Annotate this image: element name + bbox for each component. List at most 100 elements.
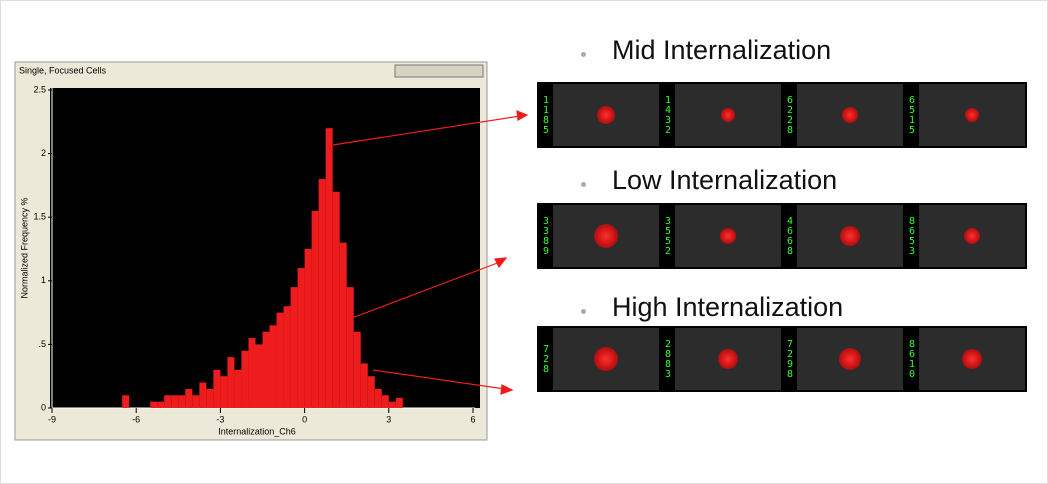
cell-image: 8653 [905, 205, 1025, 267]
cell-blob [718, 349, 738, 369]
y-tick-label: 1 [41, 275, 46, 285]
bar [318, 179, 326, 408]
cell-id: 8653 [905, 205, 919, 267]
bar [248, 338, 256, 408]
bar [367, 376, 375, 408]
bar [276, 312, 284, 408]
y-tick-label: 2.5 [33, 84, 46, 94]
arrows [332, 110, 529, 395]
cell-picture [797, 328, 903, 390]
cell-blob [842, 107, 858, 123]
bar [325, 128, 333, 408]
image-strip: 3389 3552 4668 8653 [537, 203, 1027, 269]
cell-image: 728 [539, 328, 659, 390]
x-tick-label: 6 [470, 414, 475, 424]
cell-picture [553, 205, 659, 267]
cell-image: 2883 [661, 328, 781, 390]
bullet [581, 309, 586, 314]
cell-id: 1432 [661, 84, 675, 146]
bar [241, 350, 249, 408]
cell-image: 1185 [539, 84, 659, 146]
y-tick-label: .5 [38, 339, 46, 349]
bar [178, 395, 186, 408]
bar [213, 369, 221, 408]
bar [304, 249, 312, 408]
y-tick-label: 2 [41, 148, 46, 158]
cell-picture [675, 84, 781, 146]
bar [353, 331, 361, 408]
y-tick-label: 0 [41, 402, 46, 412]
bar [171, 395, 179, 408]
cell-blob [965, 108, 979, 122]
cell-image: 6228 [783, 84, 903, 146]
bar [388, 401, 396, 408]
bar [206, 388, 214, 408]
bar [290, 287, 298, 408]
cell-picture [675, 205, 781, 267]
cell-blob [594, 347, 618, 371]
bar [255, 344, 263, 408]
bar [227, 357, 235, 408]
image-strip: 1185 1432 6228 6515 [537, 82, 1027, 148]
cell-image: 7298 [783, 328, 903, 390]
cell-blob [964, 228, 980, 244]
cell-id: 8610 [905, 328, 919, 390]
cell-image: 4668 [783, 205, 903, 267]
panel-title: High Internalization [612, 292, 844, 322]
cell-id: 3552 [661, 205, 675, 267]
bar [185, 388, 193, 408]
x-tick-label: -9 [48, 414, 56, 424]
cell-blob [720, 228, 736, 244]
panel-title: Mid Internalization [612, 35, 832, 65]
x-axis-label: Internalization_Ch6 [218, 426, 296, 436]
x-tick-label: 0 [302, 414, 307, 424]
cell-picture [797, 205, 903, 267]
bar [374, 388, 382, 408]
bar [192, 395, 200, 408]
cell-picture [919, 328, 1025, 390]
cell-id: 728 [539, 328, 553, 390]
bar [339, 242, 347, 408]
cell-id: 2883 [661, 328, 675, 390]
cell-blob [839, 348, 861, 370]
cell-picture [919, 84, 1025, 146]
cell-blob [594, 224, 618, 248]
bar [297, 268, 305, 408]
cell-id: 4668 [783, 205, 797, 267]
bar [199, 382, 207, 408]
bar [395, 397, 403, 408]
x-tick-label: -6 [132, 414, 140, 424]
cell-blob [721, 108, 735, 122]
cell-picture [553, 328, 659, 390]
cell-image: 6515 [905, 84, 1025, 146]
bar [220, 376, 228, 408]
bar [346, 287, 354, 408]
bar [122, 395, 130, 408]
window-title: Single, Focused Cells [19, 65, 107, 75]
bar [234, 369, 242, 408]
cell-id: 1185 [539, 84, 553, 146]
image-strip: 728 2883 7298 8610 [537, 326, 1027, 392]
bullet [581, 52, 586, 57]
bar [332, 191, 340, 408]
cell-blob [962, 349, 982, 369]
cell-id: 3389 [539, 205, 553, 267]
cell-blob [597, 106, 615, 124]
x-tick-label: 3 [386, 414, 391, 424]
cell-blob [840, 226, 860, 246]
cell-id: 6515 [905, 84, 919, 146]
panel-title: Low Internalization [612, 165, 838, 195]
bar [150, 401, 158, 408]
cell-picture [919, 205, 1025, 267]
cell-id: 6228 [783, 84, 797, 146]
bar [381, 395, 389, 408]
cell-picture [675, 328, 781, 390]
bar [262, 331, 270, 408]
bar [360, 363, 368, 408]
bar [269, 325, 277, 408]
bar [157, 401, 165, 408]
cell-image: 3389 [539, 205, 659, 267]
bar [311, 210, 319, 408]
bar [164, 395, 172, 408]
